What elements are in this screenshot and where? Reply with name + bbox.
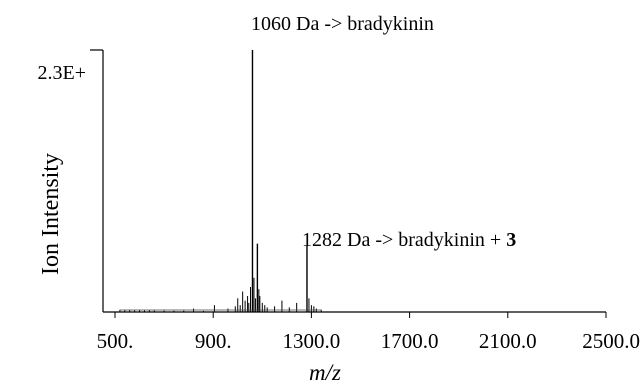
annotation-bradykinin-plus-3: 1282 Da -> bradykinin + 3 (302, 229, 516, 251)
annotation-text: 1282 Da -> bradykinin + (302, 229, 506, 251)
y-axis-label: Ion Intensity (38, 153, 64, 275)
axes (90, 49, 606, 313)
annotation-bradykinin: 1060 Da -> bradykinin (251, 13, 434, 35)
x-tick-label: 2100.0 (479, 329, 537, 353)
x-tick-label: 1300.0 (283, 329, 341, 353)
x-tick-label: 1700.0 (381, 329, 439, 353)
annotation-bold-suffix: 3 (506, 229, 516, 251)
x-axis-label: m/z (309, 360, 341, 385)
spectrum-peaks (119, 50, 322, 312)
x-ticks (114, 312, 607, 318)
x-tick-label: 900. (195, 329, 232, 353)
x-tick-labels: 500. 900. 1300.0 1700.0 2100.0 2500.0 (97, 329, 640, 353)
y-tick-label: 2.3E+ (38, 62, 87, 84)
x-tick-label: 500. (97, 329, 134, 353)
x-tick-label: 2500.0 (582, 329, 640, 353)
